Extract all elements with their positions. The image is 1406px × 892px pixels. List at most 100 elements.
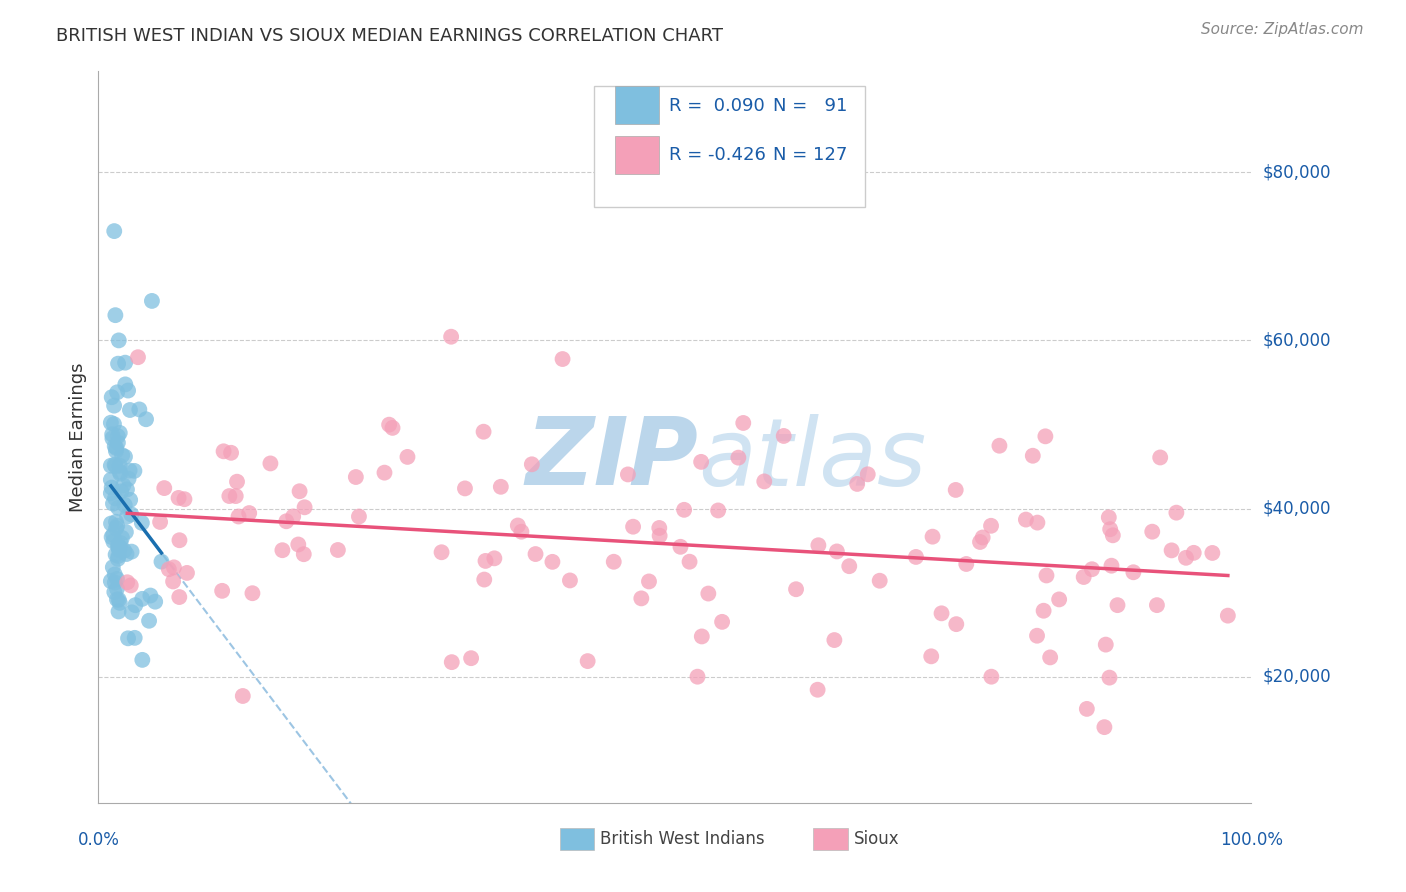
Point bbox=[108, 467, 131, 481]
Point bbox=[105, 592, 128, 607]
Point bbox=[238, 506, 260, 520]
Point bbox=[520, 458, 543, 472]
Point bbox=[121, 606, 143, 620]
Point bbox=[162, 574, 184, 589]
Text: British West Indians: British West Indians bbox=[600, 830, 765, 848]
Point bbox=[211, 583, 233, 598]
Point bbox=[100, 473, 122, 487]
Point bbox=[825, 544, 848, 558]
Point bbox=[107, 538, 129, 552]
FancyBboxPatch shape bbox=[813, 829, 848, 850]
Point bbox=[131, 591, 153, 606]
Point bbox=[472, 425, 495, 439]
Point bbox=[292, 547, 315, 561]
Point bbox=[711, 615, 734, 629]
Point bbox=[105, 518, 128, 533]
Point bbox=[104, 575, 127, 590]
Point bbox=[1201, 546, 1223, 560]
Point bbox=[104, 491, 127, 505]
Point bbox=[114, 377, 136, 392]
Point bbox=[326, 543, 349, 558]
Point bbox=[107, 500, 129, 515]
Point bbox=[1039, 650, 1062, 665]
Point bbox=[576, 654, 599, 668]
Point bbox=[1035, 568, 1057, 582]
Point bbox=[1146, 598, 1168, 612]
Point bbox=[107, 334, 129, 348]
Point bbox=[228, 509, 250, 524]
Point bbox=[139, 589, 162, 603]
Point bbox=[103, 585, 125, 599]
Point bbox=[1026, 516, 1049, 530]
Point bbox=[103, 458, 125, 472]
Point bbox=[1092, 720, 1115, 734]
Point bbox=[945, 483, 967, 497]
Point bbox=[931, 607, 953, 621]
Point bbox=[115, 483, 138, 497]
Text: Sioux: Sioux bbox=[853, 830, 900, 848]
Point bbox=[972, 531, 994, 545]
Point bbox=[108, 542, 131, 557]
Point bbox=[1107, 598, 1129, 612]
Point bbox=[104, 548, 127, 562]
Point bbox=[169, 533, 191, 548]
Point bbox=[846, 477, 869, 491]
Point bbox=[107, 435, 129, 450]
Point bbox=[117, 472, 139, 486]
FancyBboxPatch shape bbox=[595, 86, 865, 207]
Point bbox=[101, 427, 124, 442]
Point bbox=[1182, 546, 1205, 560]
Point bbox=[472, 573, 495, 587]
Point bbox=[120, 508, 142, 522]
Point bbox=[838, 559, 860, 574]
Point bbox=[107, 592, 129, 607]
Point bbox=[378, 417, 401, 432]
Point bbox=[558, 574, 581, 588]
Point bbox=[108, 465, 131, 479]
Point bbox=[120, 492, 142, 507]
Point bbox=[107, 605, 129, 619]
Point bbox=[101, 497, 124, 511]
Text: BRITISH WEST INDIAN VS SIOUX MEDIAN EARNINGS CORRELATION CHART: BRITISH WEST INDIAN VS SIOUX MEDIAN EARN… bbox=[56, 27, 723, 45]
Point bbox=[988, 439, 1011, 453]
Point bbox=[225, 489, 247, 503]
Text: R = -0.426: R = -0.426 bbox=[669, 146, 766, 164]
Point bbox=[1122, 566, 1144, 580]
Text: $60,000: $60,000 bbox=[1263, 332, 1331, 350]
FancyBboxPatch shape bbox=[560, 829, 595, 850]
Point bbox=[955, 557, 977, 571]
Point bbox=[381, 421, 404, 435]
Point bbox=[1081, 562, 1104, 576]
Point bbox=[163, 560, 186, 574]
Point bbox=[347, 509, 370, 524]
Text: Source: ZipAtlas.com: Source: ZipAtlas.com bbox=[1201, 22, 1364, 37]
Point bbox=[1073, 570, 1095, 584]
Point bbox=[108, 596, 131, 610]
Point bbox=[669, 540, 692, 554]
Point bbox=[105, 441, 128, 455]
Point bbox=[1015, 512, 1038, 526]
Point bbox=[117, 384, 139, 398]
Point bbox=[648, 529, 671, 543]
Point bbox=[506, 518, 529, 533]
Point bbox=[603, 555, 626, 569]
Point bbox=[1101, 558, 1123, 573]
Point bbox=[131, 653, 153, 667]
Point bbox=[1149, 450, 1171, 465]
Point bbox=[107, 549, 129, 563]
Point bbox=[101, 431, 124, 445]
Point bbox=[1160, 543, 1182, 558]
Text: $40,000: $40,000 bbox=[1263, 500, 1331, 517]
Text: N = 127: N = 127 bbox=[773, 146, 848, 164]
Point bbox=[103, 527, 125, 541]
Point bbox=[101, 560, 124, 574]
Point bbox=[524, 547, 547, 561]
Point bbox=[772, 429, 794, 443]
Point bbox=[117, 632, 139, 646]
Point bbox=[100, 416, 122, 430]
Point bbox=[690, 455, 713, 469]
Point bbox=[969, 535, 991, 549]
Point bbox=[474, 554, 496, 568]
Point bbox=[1047, 592, 1070, 607]
Point bbox=[124, 598, 146, 612]
